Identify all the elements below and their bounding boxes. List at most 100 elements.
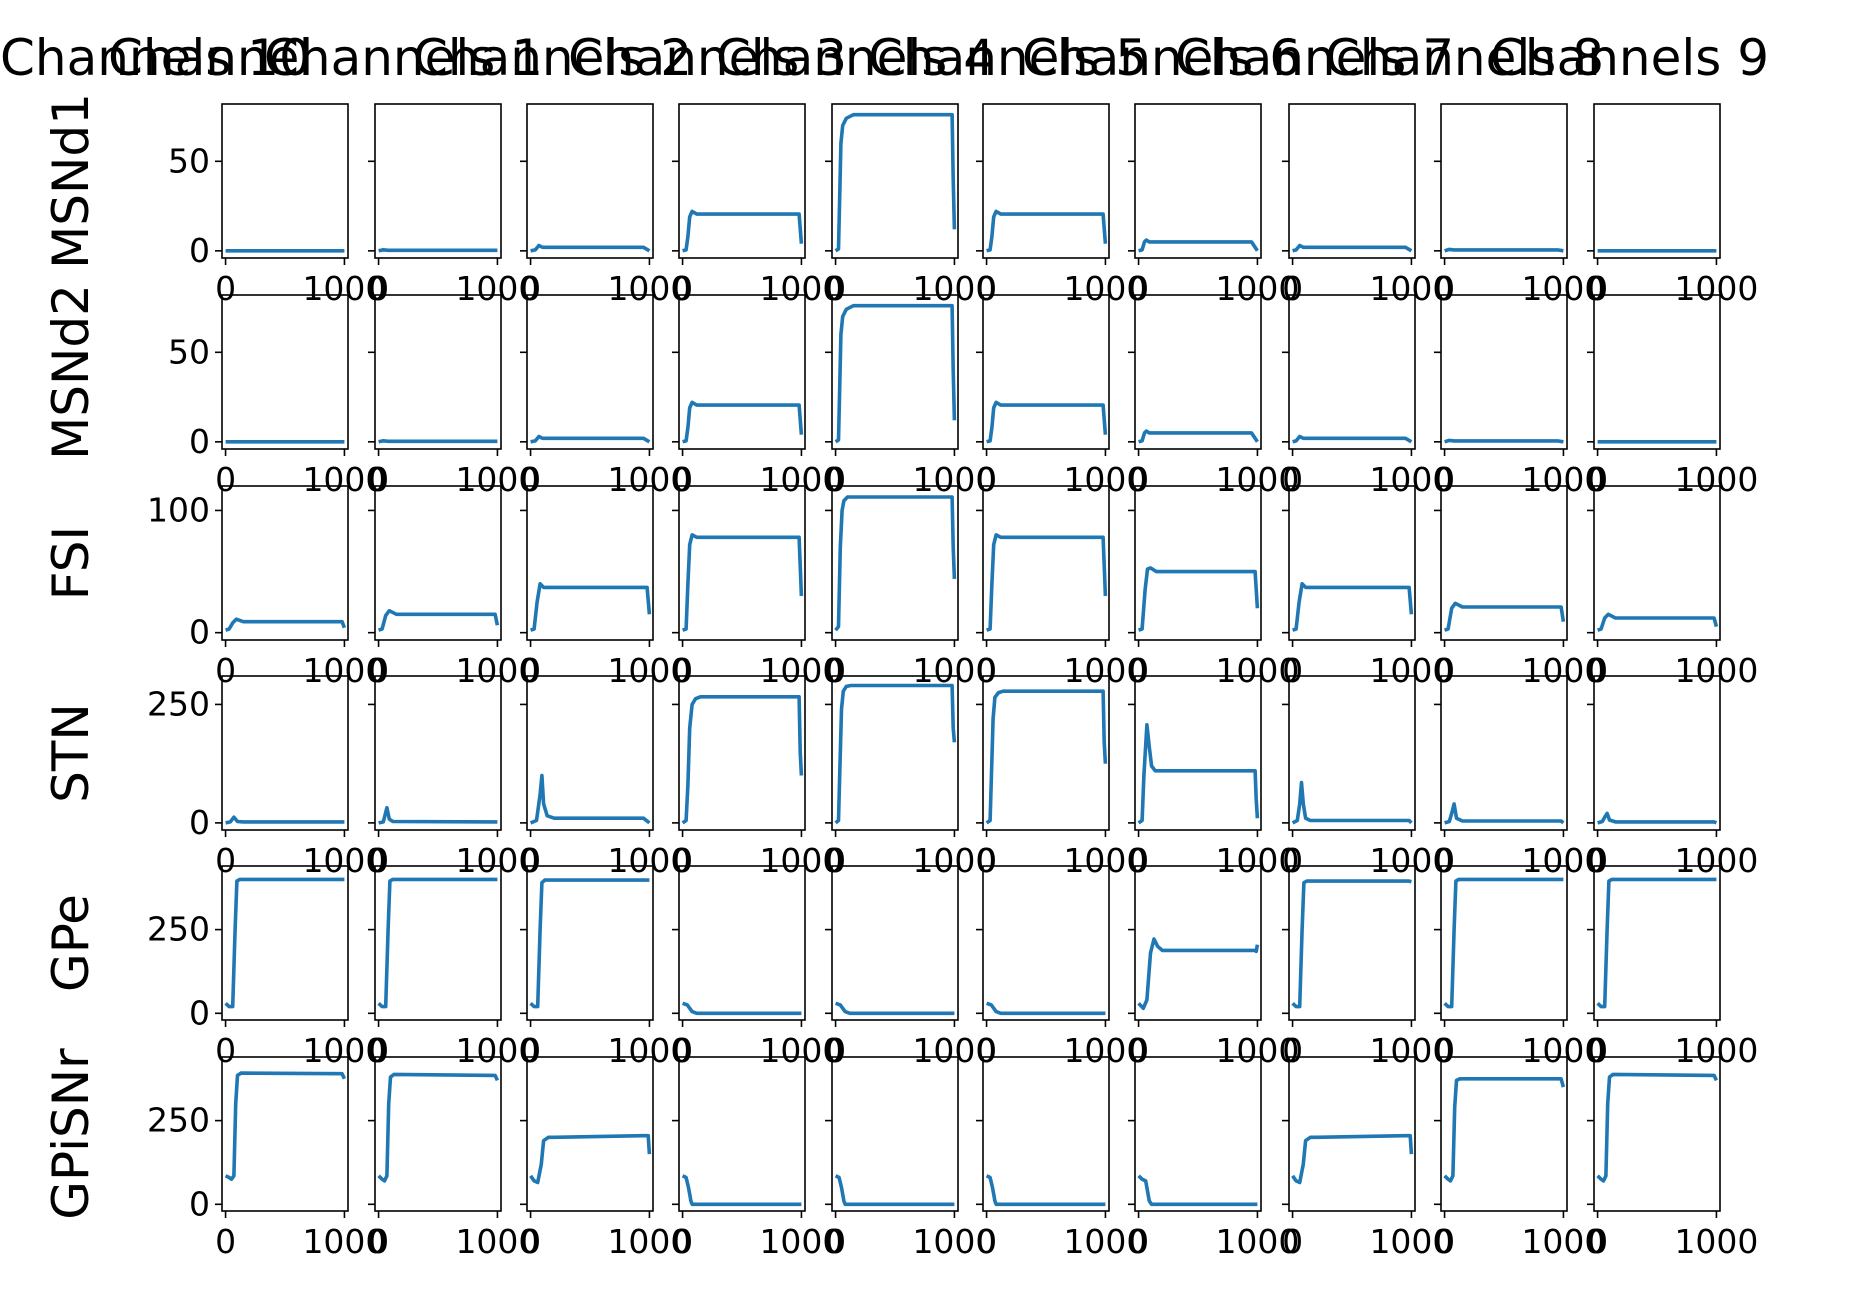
column-title: Channels 4 [716,29,995,87]
x-tick-label: 0 [215,269,236,308]
panel-msnd1-2: 0 1000 [368,103,539,308]
column-title: Channels 3 [568,29,847,87]
column-title: Channels 2 [413,29,692,87]
series-line [986,533,1108,632]
x-tick-label: 0 [1434,269,1455,308]
panel-frame [982,103,1110,259]
x-tick-label: 1000 [302,841,386,880]
panel-frame [526,1056,654,1212]
panel-gpe-4: 0 1000 [672,865,843,1070]
x-tick-label: 0 [215,1222,236,1261]
x-tick-label: 1000 [1674,1222,1758,1261]
x-tick-label: 1000 [455,269,539,308]
y-tick-label: 250 [147,910,210,949]
x-tick-label: 0 [825,1222,846,1261]
x-tick-label: 0 [215,1031,236,1070]
x-tick-label: 1000 [759,841,843,880]
x-tick-label: 1000 [1215,841,1299,880]
panel-frame [1134,103,1262,259]
series-line [986,400,1108,444]
panel-stn-6: 0 1000 [976,675,1147,880]
x-tick-label: 1000 [455,1031,539,1070]
panel-frame [221,1056,349,1212]
series-line [834,495,957,632]
x-tick-label: 1000 [302,1031,386,1070]
row-label-gpe: GPe [42,894,100,992]
x-tick-label: 0 [1282,841,1303,880]
x-tick-label: 0 [672,1031,693,1070]
y-tick-label: 0 [189,231,210,270]
x-tick-label: 0 [368,1222,389,1261]
panel-gpe-10: 0 1000 [1587,865,1758,1070]
series-line [834,1174,955,1207]
row-label-msnd1: MSNd1 [42,93,100,269]
panel-frame [1134,1056,1262,1212]
column-title: Channels 6 [1022,29,1301,87]
x-tick-label: 1000 [759,460,843,499]
column-title: Channels 8 [1325,29,1604,87]
x-tick-label: 1000 [455,460,539,499]
x-tick-label: 0 [1587,460,1608,499]
panel-stn-3: 0 1000 [520,675,691,880]
x-tick-label: 0 [1434,651,1455,690]
column-title: Channels 10 [0,29,311,87]
x-tick-label: 0 [672,651,693,690]
panel-frame [982,1056,1110,1212]
x-tick-label: 0 [1128,651,1149,690]
panel-frame [1440,485,1568,641]
panel-frame [221,485,349,641]
panel-frame [678,1056,806,1212]
x-tick-label: 0 [1128,1222,1149,1261]
panel-frame [1134,294,1262,450]
panel-frame [678,294,806,450]
x-tick-label: 1000 [607,1222,691,1261]
column-title: Channels 7 [1175,29,1454,87]
series-line [377,1072,500,1183]
series-line [834,683,957,825]
x-tick-label: 1000 [1215,651,1299,690]
x-tick-label: 0 [1587,651,1608,690]
panel-frame [1288,294,1416,450]
panel-frame [526,103,654,259]
panel-frame [1440,1056,1568,1212]
panel-msnd2-4: 0 1000 [672,294,843,499]
panel-frame [374,1056,502,1212]
x-tick-label: 1000 [1063,841,1147,880]
panel-frame [1440,103,1568,259]
row-label-fsi: FSI [42,526,100,600]
panel-frame [374,865,502,1021]
panel-fsi-10: 0 1000 [1587,485,1758,690]
x-tick-label: 0 [520,651,541,690]
x-tick-label: 0 [520,1222,541,1261]
x-tick-label: 0 [368,841,389,880]
y-tick-label: 0 [189,993,210,1032]
x-tick-label: 1000 [607,269,691,308]
panel-msnd2-10: 0 1000 [1587,294,1758,499]
panel-frame [1440,865,1568,1021]
row-label-stn: STN [42,703,100,803]
panel-frame [374,103,502,259]
panel-frame [221,103,349,259]
panel-fsi-3: 0 1000 [520,485,691,690]
x-tick-label: 0 [1587,1222,1608,1261]
series-line [530,581,652,632]
series-line [986,1001,1106,1016]
x-tick-label: 1000 [759,1031,843,1070]
series-line [529,878,650,1009]
panel-frame [1593,485,1721,641]
series-line [530,243,651,253]
column-title: Channels 1 [264,29,543,87]
x-tick-label: 1000 [1063,269,1147,308]
x-tick-label: 1000 [1674,651,1758,690]
panel-frame [526,294,654,450]
panel-msnd2-6: 0 1000 [976,294,1147,499]
panel-frame [678,865,806,1021]
series-line [224,1071,347,1181]
x-tick-label: 1000 [1063,651,1147,690]
series-line [1291,879,1412,1009]
series-line [1444,802,1565,825]
panel-frame [982,485,1110,641]
panel-stn-9: 0 1000 [1434,675,1605,880]
x-tick-label: 0 [1587,269,1608,308]
